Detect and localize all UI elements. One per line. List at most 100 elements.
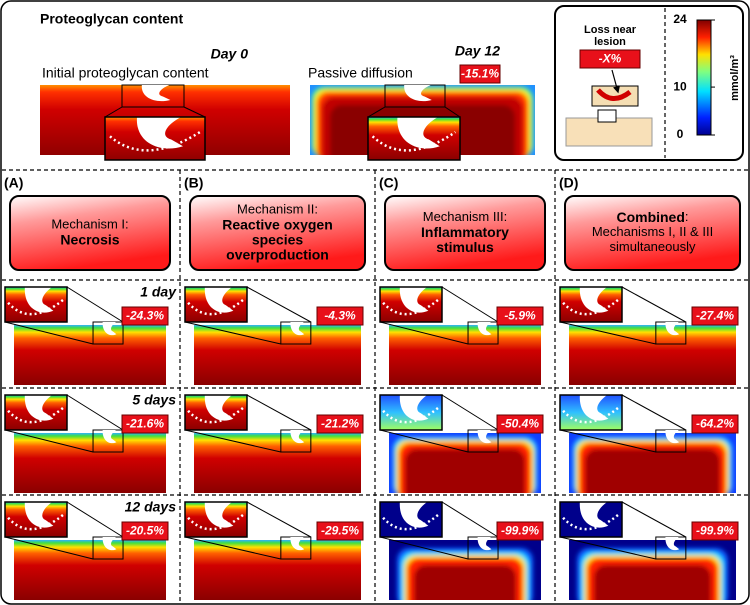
loss-label: -99.9% [501,524,539,538]
loss-label: -5.9% [504,309,536,323]
legend-loss-box [579,49,641,69]
lesion [204,502,234,528]
zoom-line [621,286,687,323]
lesion [136,117,183,149]
colorbar-tick-label: 24 [673,12,687,26]
loss-box [496,414,544,434]
inset-border [559,501,623,538]
loss-box [691,306,739,326]
zoom-line [4,429,94,453]
field [194,540,361,600]
mechanism-text-part: Mechanism II: [237,202,318,217]
field-layers [393,437,537,493]
lesion [397,117,440,149]
mechanism-box [9,195,171,271]
zoom-line [66,394,124,431]
loss-box [316,306,364,326]
simulation [14,540,166,600]
field-layers [397,548,533,600]
inset-contour [382,513,440,531]
loss-label: -4.3% [324,309,356,323]
mechanism-text: simultaneously [610,239,696,254]
loss-box [121,306,169,326]
caption: Passive diffusion [308,65,413,81]
inset-border [4,501,68,538]
loss-box [496,521,544,541]
lesion [399,502,429,528]
zoom-line [621,394,687,431]
legend-caption: Loss near [584,24,637,36]
field [389,325,541,385]
legend-loss: -X% [599,52,622,66]
inset-contour [562,513,620,531]
mechanism-text-part: Mechanism III: [423,209,508,224]
inset-contour [7,298,65,316]
zoom-line [104,106,123,118]
inset-contour [187,406,245,424]
zoom-line [184,321,281,345]
field-layers [573,437,732,493]
loss-label: -99.9% [696,524,734,538]
lesion [204,287,234,313]
zoom-line [379,321,469,345]
loss-label: -21.6% [126,417,164,431]
mechanism-text: Mechanism I: [51,217,128,232]
zoom-line [367,106,386,118]
zoom-line [246,286,312,323]
legend-caption: lesion [594,36,626,48]
lesion [399,395,429,421]
mechanism-text-part: Inflammatory [421,224,509,240]
column-letter: (A) [4,175,23,191]
inset-border [104,116,206,161]
simulation [569,325,736,385]
loss-box [316,414,364,434]
loss-box [316,521,364,541]
mechanism-text: Mechanism III: [423,209,508,224]
loss-box [691,521,739,541]
inset-border [4,394,68,431]
zoom-line [379,429,469,453]
field-layers [577,548,728,600]
loss-box [459,64,501,84]
simulation [569,433,736,493]
inset-contour [7,513,65,531]
simulation [14,433,166,493]
inset-contour [562,298,620,316]
lesion [141,85,171,102]
column-letter: (D) [559,175,578,191]
lesion [579,395,609,421]
day-label: Day 0 [211,46,249,62]
inset-contour [7,406,65,424]
lesion [579,502,609,528]
loss-label: -15.1% [461,67,499,81]
inset-border [559,286,623,323]
mechanism-text-part: Necrosis [60,231,119,247]
legend-arrow [611,69,620,94]
lesion [102,322,117,336]
lesion [24,395,54,421]
inset-border [184,501,248,538]
lesion [290,537,305,551]
mechanism-text-part: species [252,231,304,247]
zoom-line [441,501,499,538]
loss-label: -20.5% [126,524,164,538]
field-layer [594,565,711,600]
simulation [194,540,361,600]
colorbar-tick-label: 10 [673,79,687,93]
colorbar-tick-label: 0 [677,127,684,141]
field [14,433,166,493]
inset-border [4,286,68,323]
time-label: 5 days [132,392,176,408]
loss-box [496,306,544,326]
mechanism-text-part: Mechanisms I, II & III [592,224,713,239]
loss-box [121,521,169,541]
simulation [389,540,541,600]
lesion [477,322,492,336]
time-label: 1 day [140,284,177,300]
loss-label: -21.2% [321,417,359,431]
inset-border [379,286,443,323]
colorbar [696,19,712,136]
inset-border [367,116,461,161]
time-label: 12 days [125,499,177,515]
mechanism-text: Mechanisms I, II & III [592,224,713,239]
